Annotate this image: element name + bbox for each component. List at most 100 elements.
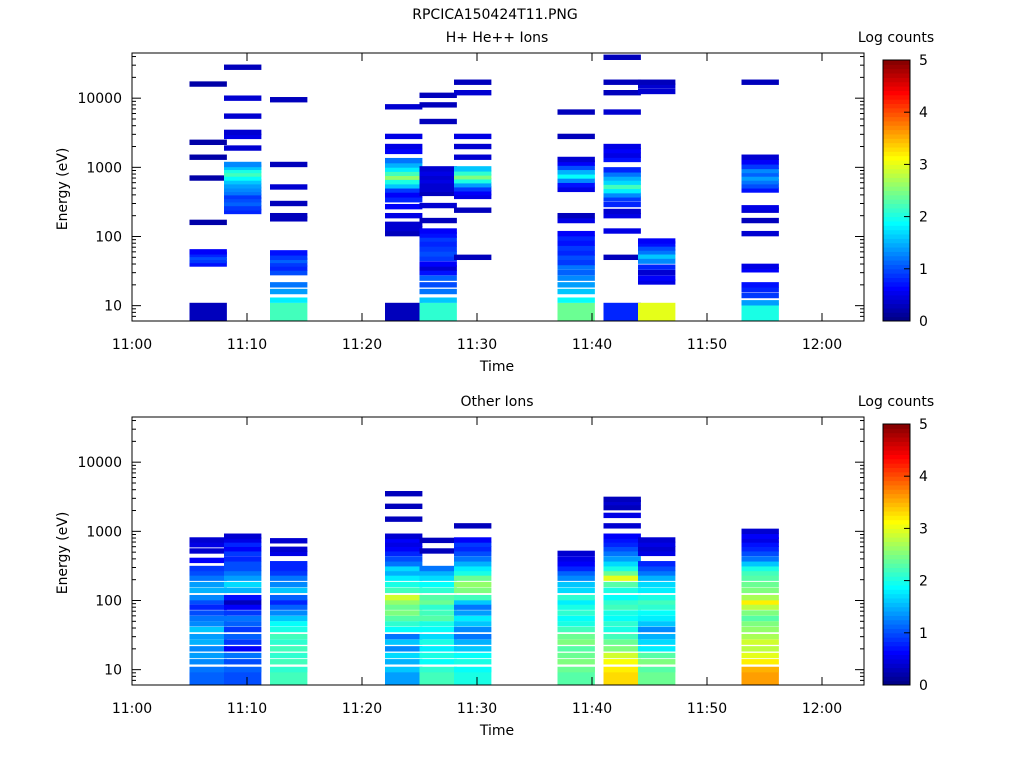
- y-tick-label-other-ions-0: 10: [104, 663, 122, 679]
- heatmap-cell-other-ions-7-12: [603, 599, 641, 605]
- panel-h-ions-colorbar: 0 1 2 3 4 5: [882, 53, 928, 330]
- heatmap-cell-other-ions-1-8: [224, 621, 262, 627]
- panel-other-ions: Other Ions 11:00 11:10 11:20 11:30 11:40 11:5…: [55, 394, 934, 739]
- panel-h-ions-ylabel: Energy (eV): [55, 148, 71, 231]
- heatmap-cell-other-ions-8-14: [638, 587, 676, 594]
- heatmap-cell-h-ions-5-4: [454, 186, 492, 192]
- heatmap-cell-other-ions-0-19: [189, 557, 227, 564]
- heatmap-cell-other-ions-1-4: [224, 646, 262, 652]
- heatmap-cell-other-ions-2-15: [270, 581, 308, 588]
- heatmap-cell-h-ions-1-8: [224, 179, 262, 185]
- heatmap-cell-other-ions-7-14: [603, 587, 641, 594]
- heatmap-cell-h-ions-4-23: [419, 166, 457, 172]
- heatmap-cell-other-ions-8-9: [638, 615, 676, 622]
- heatmap-cell-h-ions-5-10: [454, 154, 492, 160]
- colorbar-segment-other-ions-56: [883, 437, 910, 442]
- heatmap-cell-other-ions-6-21: [557, 550, 595, 557]
- heatmap-cell-other-ions-1-1: [224, 666, 262, 673]
- heatmap-cell-h-ions-7-12: [603, 171, 641, 177]
- colorbar-segment-other-ions-10: [883, 637, 910, 642]
- heatmap-cell-h-ions-1-17: [224, 113, 262, 119]
- colorbar-segment-h-ions-41: [883, 138, 910, 144]
- panel-h-ions-colorbar-label: Log counts: [858, 30, 934, 46]
- heatmap-cell-other-ions-5-22: [454, 546, 492, 552]
- heatmap-cell-other-ions-7-4: [603, 646, 641, 652]
- heatmap-cell-h-ions-4-0: [419, 302, 457, 321]
- heatmap-cell-other-ions-2-16: [270, 575, 308, 581]
- heatmap-cell-other-ions-9-10: [741, 610, 779, 616]
- colorbar-segment-h-ions-54: [883, 81, 910, 87]
- colorbar-segment-h-ions-17: [883, 242, 910, 248]
- heatmap-cell-h-ions-4-1: [419, 297, 457, 303]
- colorbar-segment-other-ions-1: [883, 676, 910, 682]
- colorbar-segment-other-ions-9: [883, 641, 910, 647]
- colorbar-segment-h-ions-52: [883, 90, 910, 96]
- heatmap-cell-h-ions-0-0: [189, 302, 227, 321]
- heatmap-cell-other-ions-8-19: [638, 561, 676, 567]
- heatmap-cell-other-ions-0-12: [189, 599, 227, 605]
- colorbar-segment-h-ions-34: [883, 168, 910, 174]
- heatmap-cell-h-ions-3-1: [385, 230, 423, 237]
- heatmap-cell-h-ions-7-16: [603, 147, 641, 154]
- heatmap-cell-other-ions-6-6: [557, 633, 595, 640]
- colorbar-segment-h-ions-33: [883, 173, 910, 178]
- heatmap-cell-other-ions-0-3: [189, 652, 227, 659]
- heatmap-cell-other-ions-6-9: [557, 615, 595, 622]
- heatmap-cell-other-ions-2-11: [270, 604, 308, 610]
- colorbar-segment-h-ions-21: [883, 225, 910, 231]
- heatmap-cell-h-ions-0-8: [189, 154, 227, 160]
- panel-h-ions: H+ He++ Ions 11:00 11:10 11:20 11:30 11:40 11…: [55, 30, 934, 375]
- heatmap-cell-other-ions-1-17: [224, 570, 262, 576]
- heatmap-cell-h-ions-3-2: [385, 225, 423, 232]
- heatmap-cell-h-ions-3-13: [385, 166, 423, 172]
- colorbar-segment-other-ions-12: [883, 628, 910, 634]
- heatmap-cell-h-ions-2-8: [270, 254, 308, 261]
- colorbar-segment-other-ions-49: [883, 467, 910, 473]
- heatmap-cell-other-ions-8-11: [638, 604, 676, 610]
- heatmap-cell-h-ions-5-12: [454, 133, 492, 140]
- heatmap-cell-other-ions-5-3: [454, 652, 492, 659]
- heatmap-cell-h-ions-0-5: [189, 249, 227, 255]
- heatmap-cell-h-ions-3-6: [385, 197, 423, 203]
- heatmap-cell-other-ions-2-21: [270, 546, 308, 552]
- heatmap-cell-other-ions-7-11: [603, 604, 641, 610]
- heatmap-cell-h-ions-1-3: [224, 197, 262, 203]
- colorbar-tick-label-h-ions-5: 5: [919, 53, 928, 69]
- heatmap-cell-h-ions-2-5: [270, 265, 308, 271]
- panel-other-ions-ylabel: Energy (eV): [55, 512, 71, 595]
- heatmap-cell-h-ions-5-2: [454, 193, 492, 200]
- heatmap-cell-other-ions-3-27: [385, 503, 423, 510]
- heatmap-cell-other-ions-7-17: [603, 570, 641, 576]
- heatmap-cell-h-ions-6-17: [557, 182, 595, 188]
- x-tick-label-other-ions-0: 11:00: [112, 701, 152, 717]
- heatmap-cell-other-ions-4-7: [419, 626, 457, 633]
- colorbar-segment-h-ions-20: [883, 229, 910, 235]
- heatmap-cell-other-ions-2-20: [270, 550, 308, 557]
- heatmap-cell-h-ions-6-24: [557, 133, 595, 140]
- heatmap-cell-h-ions-9-8: [741, 217, 779, 224]
- heatmap-cell-h-ions-3-4: [385, 212, 423, 219]
- heatmap-cell-other-ions-3-20: [385, 556, 423, 562]
- heatmap-cell-other-ions-3-26: [385, 516, 423, 522]
- heatmap-cell-h-ions-8-0: [638, 302, 676, 321]
- colorbar-segment-other-ions-31: [883, 545, 910, 551]
- colorbar-tick-label-h-ions-2: 2: [919, 210, 928, 226]
- heatmap-cell-other-ions-2-5: [270, 639, 308, 645]
- colorbar-segment-h-ions-15: [883, 251, 910, 257]
- colorbar-segment-h-ions-59: [883, 60, 910, 65]
- heatmap-cell-other-ions-2-7: [270, 626, 308, 633]
- heatmap-cell-other-ions-0-2: [189, 659, 227, 665]
- heatmap-cell-h-ions-8-8: [638, 245, 676, 251]
- heatmap-cell-h-ions-1-2: [224, 200, 262, 207]
- heatmap-cell-other-ions-5-1: [454, 666, 492, 673]
- heatmap-cell-h-ions-4-5: [419, 269, 457, 276]
- heatmap-cell-other-ions-5-23: [454, 541, 492, 547]
- heatmap-cell-h-ions-4-17: [419, 190, 457, 197]
- colorbar-segment-h-ions-25: [883, 207, 910, 213]
- heatmap-cell-other-ions-9-20: [741, 556, 779, 562]
- y-tick-label-other-ions-2: 1000: [86, 524, 122, 540]
- colorbar-segment-other-ions-46: [883, 480, 910, 486]
- heatmap-cell-h-ions-4-6: [419, 265, 457, 271]
- colorbar-segment-other-ions-5: [883, 658, 910, 664]
- heatmap-cell-other-ions-9-16: [741, 575, 779, 581]
